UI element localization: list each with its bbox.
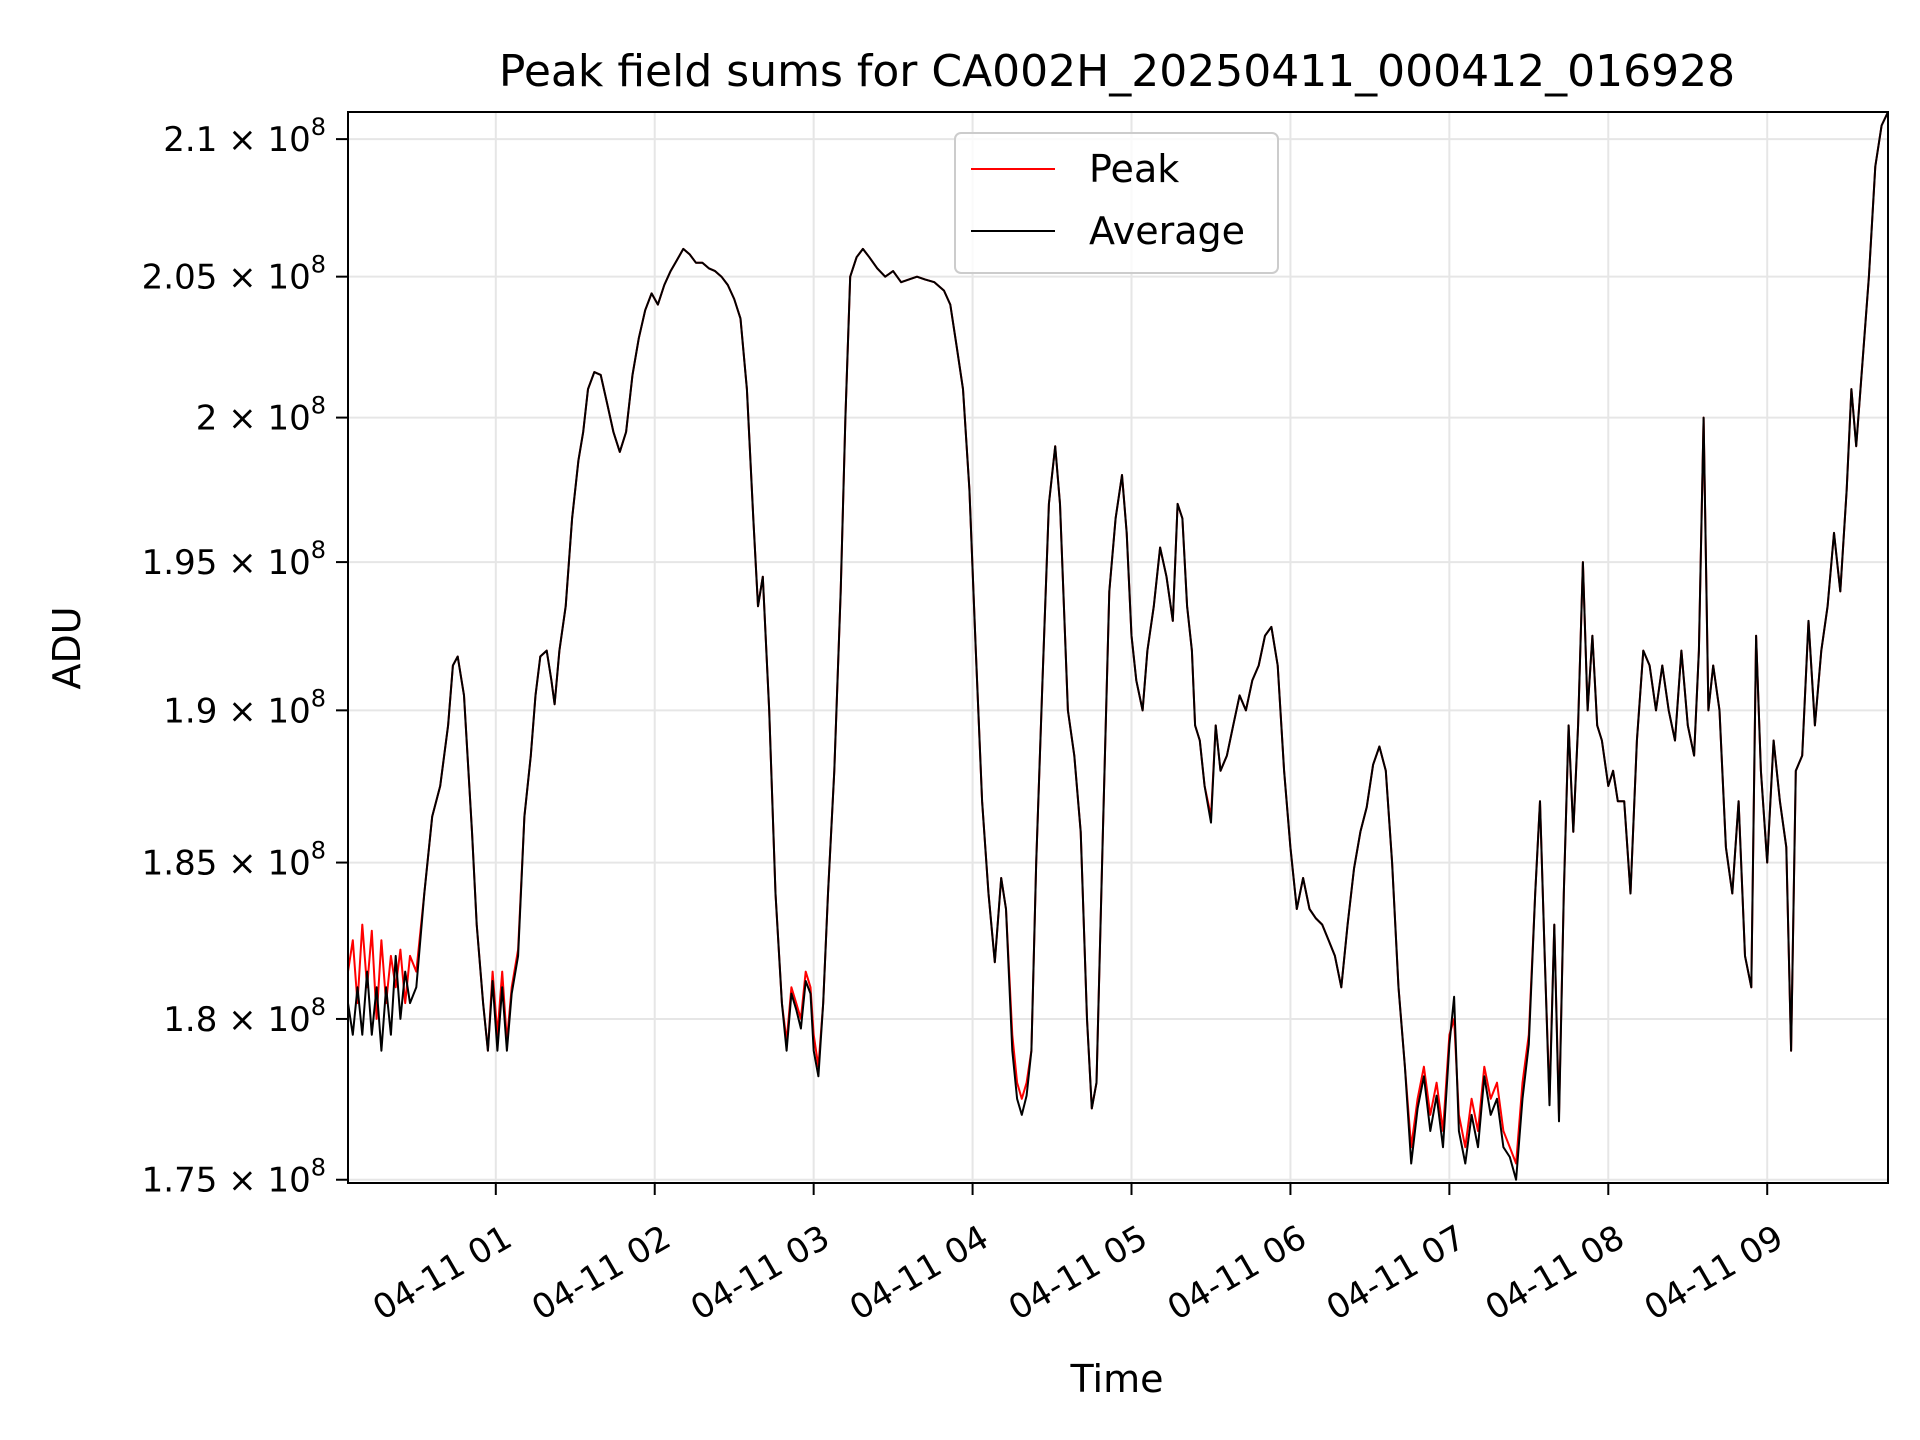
y-tick-exponent: 8 [311,684,326,712]
y-tick-exponent: 8 [311,251,326,279]
y-tick-label: 1.85 × 108 [142,837,326,884]
y-tick-mantissa: 2.05 × 10 [142,258,311,298]
y-tick-mantissa: 1.9 × 10 [163,691,310,731]
y-tick-exponent: 8 [311,837,326,865]
grid-lines [348,112,1888,1183]
series-line-average [348,112,1888,1181]
y-tick-mantissa: 1.95 × 10 [142,543,311,583]
y-tick-mantissa: 2 × 10 [196,399,311,439]
y-axis-title: ADU [45,606,89,689]
y-tick-mantissa: 1.85 × 10 [142,844,311,884]
y-tick-exponent: 8 [311,113,326,141]
y-tick-mantissa: 1.75 × 10 [142,1161,311,1201]
legend: Peak Average [954,132,1279,274]
y-tick-mantissa: 1.8 × 10 [163,1000,310,1040]
y-tick-exponent: 8 [311,392,326,420]
plot-frame [347,111,1889,1184]
y-tick-label: 2.1 × 108 [163,113,326,160]
y-tick-exponent: 8 [311,1154,326,1182]
y-tick-exponent: 8 [311,993,326,1021]
x-axis-title: Time [1070,1357,1164,1401]
y-tick-label: 1.8 × 108 [163,993,326,1040]
y-tick-label: 1.75 × 108 [142,1154,326,1201]
y-tick-exponent: 8 [311,536,326,564]
legend-label-peak: Peak [1089,147,1179,191]
y-tick-label: 1.9 × 108 [163,684,326,731]
y-tick-label: 2.05 × 108 [142,251,326,298]
chart-title: Peak field sums for CA002H_20250411_0004… [499,46,1735,97]
legend-label-average: Average [1089,209,1245,253]
y-tick-label: 1.95 × 108 [142,536,326,583]
plot-area [348,112,1888,1181]
y-tick-label: 2 × 108 [196,392,326,439]
y-tick-mantissa: 2.1 × 10 [163,120,310,160]
